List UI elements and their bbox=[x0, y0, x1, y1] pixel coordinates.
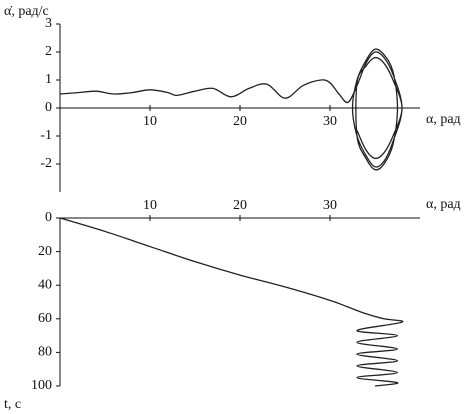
y-tick-label: -2 bbox=[40, 156, 52, 171]
y-tick-label: 100 bbox=[31, 378, 52, 393]
y-tick-label: 80 bbox=[38, 345, 52, 360]
y-tick-label: 60 bbox=[38, 311, 52, 326]
y-axis-label: α̇, рад/с bbox=[4, 4, 49, 19]
y-tick-label: 20 bbox=[38, 244, 52, 259]
y-tick-label: 2 bbox=[45, 44, 52, 59]
y-tick-label: -1 bbox=[40, 128, 52, 143]
y-tick-label: 0 bbox=[45, 100, 52, 115]
y-tick-label: 0 bbox=[45, 210, 52, 225]
x-tick-label: 30 bbox=[323, 114, 337, 129]
curve bbox=[59, 217, 404, 387]
x-tick-label: 30 bbox=[323, 198, 337, 213]
x-tick-label: 20 bbox=[233, 114, 247, 129]
curve bbox=[59, 48, 403, 171]
x-axis-label: α, рад bbox=[426, 197, 461, 212]
y-tick-label: 3 bbox=[45, 16, 52, 31]
y-tick-label: 1 bbox=[45, 72, 52, 87]
x-axis-label: α, рад bbox=[426, 112, 461, 127]
y-axis-label: t, с bbox=[4, 397, 21, 412]
y-tick-label: 40 bbox=[38, 277, 52, 292]
x-tick-label: 20 bbox=[233, 198, 247, 213]
x-tick-label: 10 bbox=[143, 198, 157, 213]
x-tick-label: 10 bbox=[143, 114, 157, 129]
